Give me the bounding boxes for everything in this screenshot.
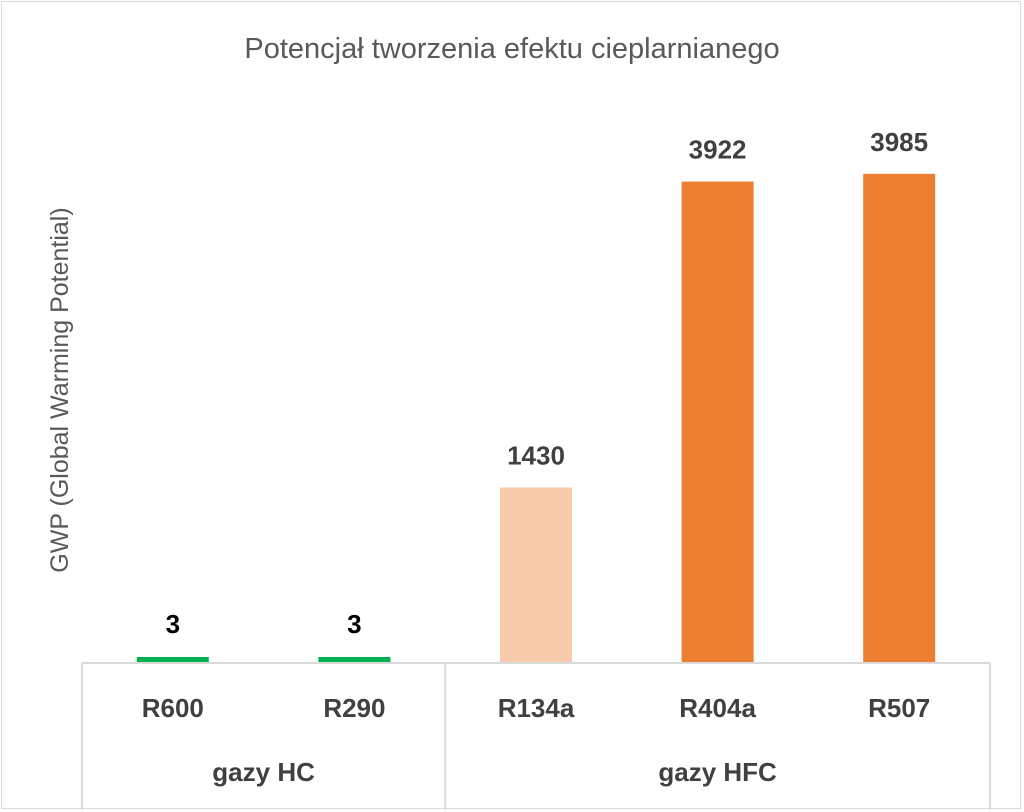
bar-r290 — [318, 657, 391, 663]
data-labels-layer: 3 3 1430 3922 3985 — [166, 127, 929, 639]
bar-r404a — [681, 181, 754, 663]
data-label-r507: 3985 — [870, 127, 928, 157]
data-label-r290: 3 — [347, 609, 361, 639]
y-axis-label: GWP (Global Warming Potential) — [46, 207, 74, 572]
group-label-1: gazy HFC — [658, 757, 777, 787]
category-label-r404a: R404a — [679, 693, 756, 723]
group-label-0: gazy HC — [212, 757, 315, 787]
data-label-r134a: 1430 — [507, 440, 565, 470]
bar-r134a — [500, 487, 572, 663]
category-label-r507: R507 — [868, 693, 930, 723]
category-axis: R600 R290 R134a R404a R507 gazy HC gazy HFC — [81, 662, 991, 810]
bar-r600 — [136, 657, 209, 663]
data-label-r600: 3 — [166, 609, 180, 639]
data-label-r404a: 3922 — [689, 135, 747, 165]
bars-layer — [136, 173, 936, 663]
bar-r507 — [863, 173, 936, 663]
category-label-r134a: R134a — [498, 693, 575, 723]
chart-title: Potencjał tworzenia efektu cieplarnianeg… — [244, 33, 779, 65]
category-label-r290: R290 — [323, 693, 385, 723]
category-label-r600: R600 — [142, 693, 204, 723]
